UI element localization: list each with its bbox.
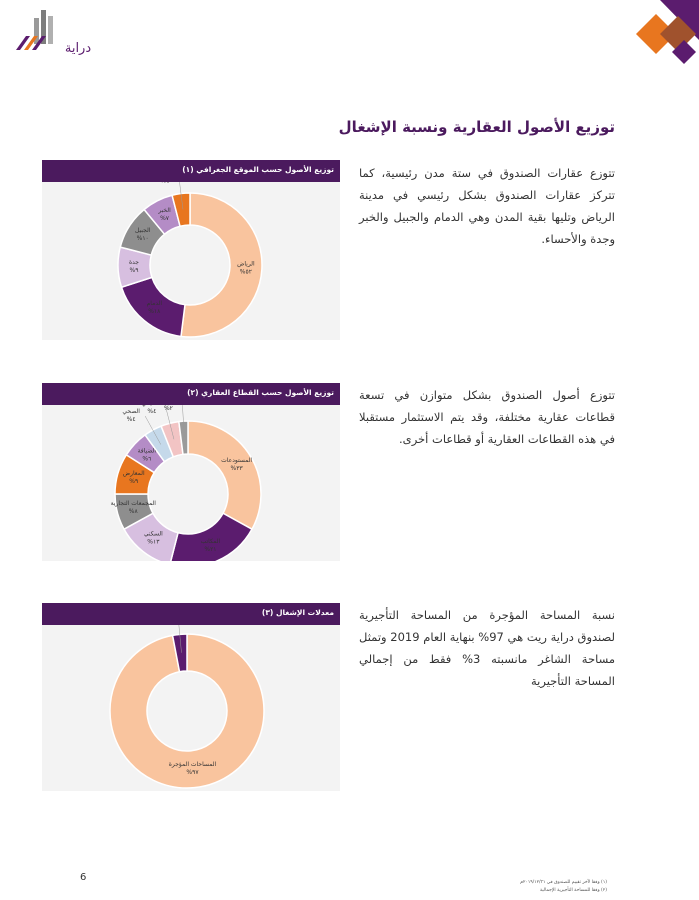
slice-label: المساحات المؤجرة — [169, 761, 217, 768]
logo-text: دراية — [65, 41, 91, 56]
slice-label: التعليمي — [142, 405, 163, 407]
logo: دراية — [16, 10, 91, 56]
paragraph: تتوزع عقارات الصندوق في ستة مدن رئيسية، … — [359, 166, 615, 246]
slice-value-label: %٩ — [129, 478, 138, 485]
donut-slice — [109, 633, 265, 789]
donut-slice — [187, 420, 262, 531]
slice-label: السكني — [144, 531, 163, 538]
slice-label: الضيافة — [138, 447, 157, 454]
chart-title: معدلات الإشغال (٣) — [42, 603, 340, 625]
leader-line — [144, 415, 161, 445]
slice-label: جدة — [129, 259, 139, 266]
chart-title: توزيع الأصول حسب القطاع العقاري (٢) — [42, 383, 340, 405]
leader-line — [178, 625, 182, 653]
leader-line — [182, 405, 185, 438]
chart-title: توزيع الأصول حسب الموقع الجغرافي (١) — [42, 160, 340, 182]
chart: المساحات المؤجرة%٩٧المساحات الغير مؤجرة%… — [109, 625, 265, 789]
page-title: توزيع الأصول العقارية ونسبة الإشغال — [338, 118, 615, 136]
slice-label: الخبر — [157, 207, 171, 214]
slice-value-label: %٥٢ — [240, 269, 252, 276]
donut-slice — [171, 192, 191, 228]
leader-line — [165, 407, 175, 440]
slice-value-label: %٢١ — [204, 546, 216, 553]
slice-label: المستودعات — [221, 457, 252, 464]
slice-value-label: %١٨ — [148, 308, 161, 315]
corner-decoration — [636, 0, 699, 64]
chart: الرياض%٥٢الدمام%١٨جدة%٩الجبيل%١٠الخبر%٧ا… — [117, 182, 263, 338]
slice-value-label: %١٣ — [147, 539, 160, 546]
page-number: 6 — [80, 872, 87, 883]
slice-value-label: %٣٣ — [231, 465, 244, 472]
slice-value-label: %٢ — [164, 405, 173, 412]
slice-value-label: %٤ — [161, 182, 170, 185]
slice-value-label: %٤ — [147, 408, 156, 415]
slice-label: المعارض — [123, 470, 145, 477]
paragraph: تتوزع أصول الصندوق بشكل متوازن في تسعة ق… — [359, 388, 615, 446]
slice-value-label: %٩٧ — [186, 769, 199, 776]
donut-slice — [171, 633, 188, 673]
slice-value-label: %٧ — [160, 215, 170, 222]
chart-box: توزيع الأصول حسب الموقع الجغرافي (١) الر… — [42, 160, 340, 340]
footnote: (١) وفقا لآخر تقييم للصندوق في ٢٠١٩/١٢/٣… — [520, 880, 607, 885]
slice-value-label: %٩ — [130, 267, 139, 274]
slice-label: الدمام — [147, 300, 163, 307]
donut-slice — [178, 420, 189, 456]
paragraph: نسبة المساحة المؤجرة من المساحة التأجيري… — [359, 608, 615, 688]
slice-label: الرياض — [237, 261, 255, 268]
chart: المستودعات%٣٣ المكاتب%٢١ السكني%١٣ المجمعات… — [111, 405, 262, 561]
donut-slice — [180, 192, 263, 338]
slice-value-label: %٦ — [142, 455, 151, 462]
slice-label: الجبيل — [135, 227, 151, 234]
chart-box: معدلات الإشغال (٣) المساحات المؤجرة%٩٧ال… — [42, 603, 340, 791]
slice-value-label: %٨ — [129, 508, 139, 515]
chart-box: توزيع الأصول حسب القطاع العقاري (٢) المس… — [42, 383, 340, 561]
slice-label: المجمعات التجارية — [111, 500, 157, 507]
leader-line — [179, 182, 184, 210]
slice-label: الصحي — [122, 408, 140, 415]
slice-label: المكاتب — [201, 538, 221, 545]
donut-slice — [170, 512, 253, 561]
slice-value-label: %٤ — [127, 416, 136, 423]
footnote: (٢) وفقا للمساحة التأجيرية الإجمالية — [539, 888, 607, 893]
slice-value-label: %١٠ — [137, 235, 149, 242]
